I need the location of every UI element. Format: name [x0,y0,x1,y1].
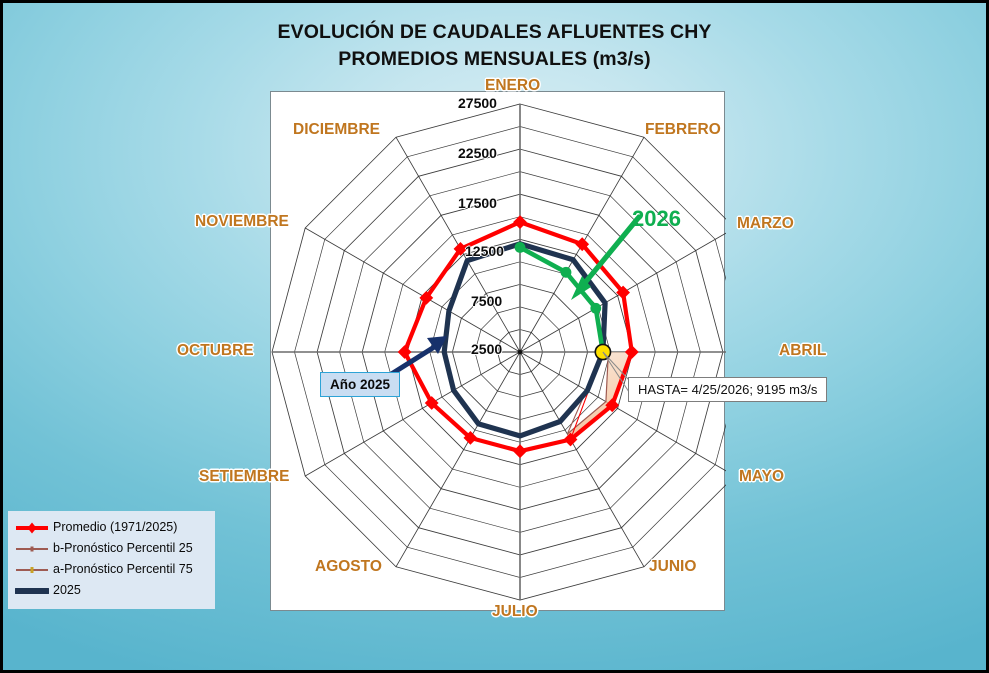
legend-label-percentil-25: b-Pronóstico Percentil 25 [53,541,193,556]
data-point-promedio-1 [575,237,590,252]
radial-tick-12500: 12500 [465,243,504,259]
legend-swatch-2025 [13,584,51,598]
axis-label-abril: ABRIL [779,342,827,359]
legend-item-2025[interactable]: 2025 [8,580,215,601]
chart-legend: Promedio (1971/2025) b-Pronóstico Percen… [8,511,215,609]
annotation-2026: 2026 [632,206,681,231]
data-point-2026-2 [590,302,602,314]
radial-tick-27500: 27500 [458,95,497,111]
data-point-promedio-9 [397,345,412,359]
radial-tick-17500: 17500 [458,195,497,211]
radial-tick-22500: 22500 [458,145,497,161]
data-point-promedio-3 [624,345,639,359]
axis-label-marzo: MARZO [737,215,794,232]
axis-label-setiembre: SETIEMBRE [199,468,290,485]
data-point-promedio-10 [419,290,434,305]
axis-label-febrero: FEBRERO [645,121,721,138]
legend-label-2025: 2025 [53,583,81,598]
axis-label-agosto: AGOSTO [315,558,382,575]
data-point-promedio-2 [616,285,631,300]
data-point-promedio-0 [513,215,527,230]
data-point-2026-0 [514,242,526,253]
legend-swatch-promedio [15,521,49,535]
data-point-promedio-8 [424,396,439,410]
axis-label-noviembre: NOVIEMBRE [195,213,289,230]
legend-swatch-percentil-75 [15,563,49,577]
legend-item-percentil-75[interactable]: a-Pronóstico Percentil 75 [8,559,215,580]
chart-title: EVOLUCIÓN DE CAUDALES AFLUENTES CHY PROM… [3,19,986,73]
legend-item-percentil-25[interactable]: b-Pronóstico Percentil 25 [8,538,215,559]
chart-title-line2: PROMEDIOS MENSUALES (m3/s) [338,48,651,70]
legend-item-promedio[interactable]: Promedio (1971/2025) [8,517,215,538]
axis-label-junio: JUNIO [649,558,697,575]
legend-swatch-percentil-25 [15,542,49,556]
data-point-2026-1 [560,266,572,278]
data-point-promedio-4 [605,398,620,413]
radial-tick-7500: 7500 [471,293,503,309]
callout-ano-2025[interactable]: Año 2025 [320,372,401,397]
axis-label-mayo: MAYO [739,468,785,485]
data-point-promedio-7 [463,430,478,445]
axis-label-diciembre: DICIEMBRE [293,121,380,138]
chart-canvas: EVOLUCIÓN DE CAUDALES AFLUENTES CHY PROM… [3,3,986,670]
data-point-promedio-5 [563,432,578,447]
radial-tick-2500: 2500 [471,341,503,357]
legend-label-promedio: Promedio (1971/2025) [53,520,178,535]
axis-label-enero: ENERO [485,77,541,94]
tooltip-hasta[interactable]: HASTA= 4/25/2026; 9195 m3/s [628,377,828,402]
chart-title-line1: EVOLUCIÓN DE CAUDALES AFLUENTES CHY [277,21,712,43]
axis-label-julio: JULIO [492,603,538,620]
data-point-promedio-11 [453,241,468,256]
axis-label-octubre: OCTUBRE [177,342,254,359]
data-point-promedio-6 [513,444,527,459]
legend-label-percentil-75: a-Pronóstico Percentil 75 [53,562,193,577]
